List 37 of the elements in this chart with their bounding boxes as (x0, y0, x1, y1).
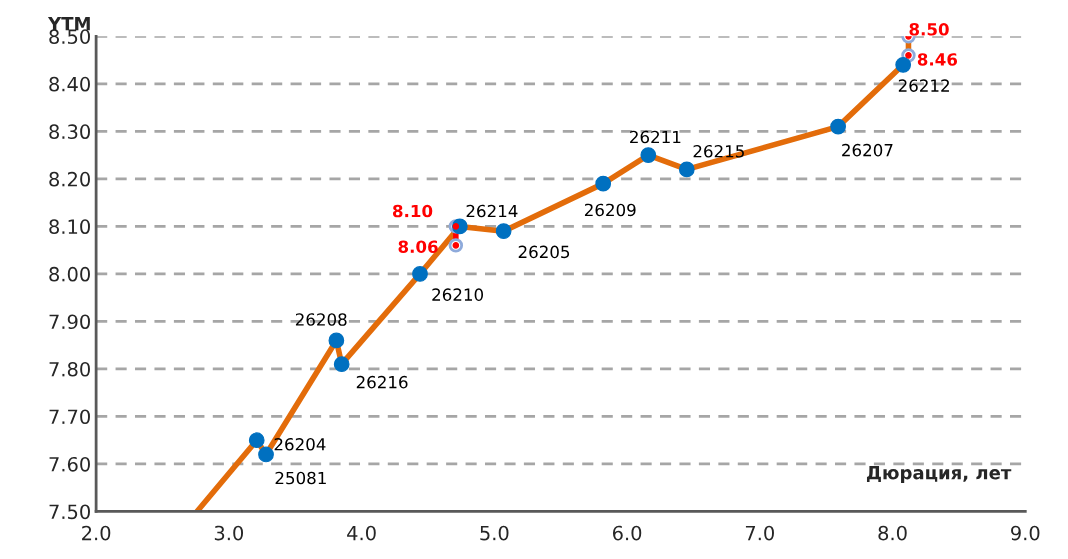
data-label: 8.10 (392, 204, 433, 218)
y-tick-label: 8.10 (49, 219, 90, 235)
data-label: 8.50 (909, 23, 949, 36)
x-tick-label: 5.0 (480, 525, 509, 541)
y-tick-label: 7.90 (49, 314, 90, 330)
y-tick-label: 8.50 (49, 29, 90, 44)
y-tick-label: 8.00 (49, 266, 90, 282)
annotation: 26209 (584, 203, 636, 217)
annotation: 26205 (518, 245, 570, 259)
x-tick-label: 9.0 (1011, 525, 1040, 541)
annotation: 26204 (274, 438, 326, 451)
annotation: 26214 (466, 204, 518, 218)
x-tick-label: 6.0 (612, 525, 642, 541)
annotation: 26207 (842, 143, 893, 157)
x-tick-label: 4.0 (347, 525, 376, 541)
x-axis-title: Дюрация, лет (866, 466, 1012, 483)
x-tick-label: 2.0 (82, 525, 111, 541)
y-tick-label: 8.20 (49, 171, 90, 187)
annotation: 26208 (295, 313, 347, 326)
annotation: 26211 (630, 130, 681, 144)
y-tick-label: 7.70 (49, 409, 90, 425)
y-axis-title: YTM (47, 17, 90, 31)
annotation: 25081 (275, 471, 326, 485)
annotation: 26210 (432, 288, 484, 301)
annotation: 26212 (898, 79, 949, 92)
y-tick-label: 8.40 (49, 76, 90, 92)
annotation: 26216 (356, 375, 408, 389)
x-tick-label: 3.0 (214, 525, 244, 541)
data-label: 8.06 (398, 240, 438, 254)
annotation: 26215 (693, 144, 744, 158)
y-tick-label: 7.50 (49, 504, 90, 520)
y-tick-label: 7.80 (49, 361, 90, 377)
y-tick-label: 7.60 (49, 456, 90, 472)
y-tick-label: 8.30 (49, 124, 90, 140)
x-tick-label: 8.0 (878, 525, 907, 541)
data-label: 8.46 (917, 53, 958, 66)
x-tick-label: 7.0 (745, 525, 774, 541)
